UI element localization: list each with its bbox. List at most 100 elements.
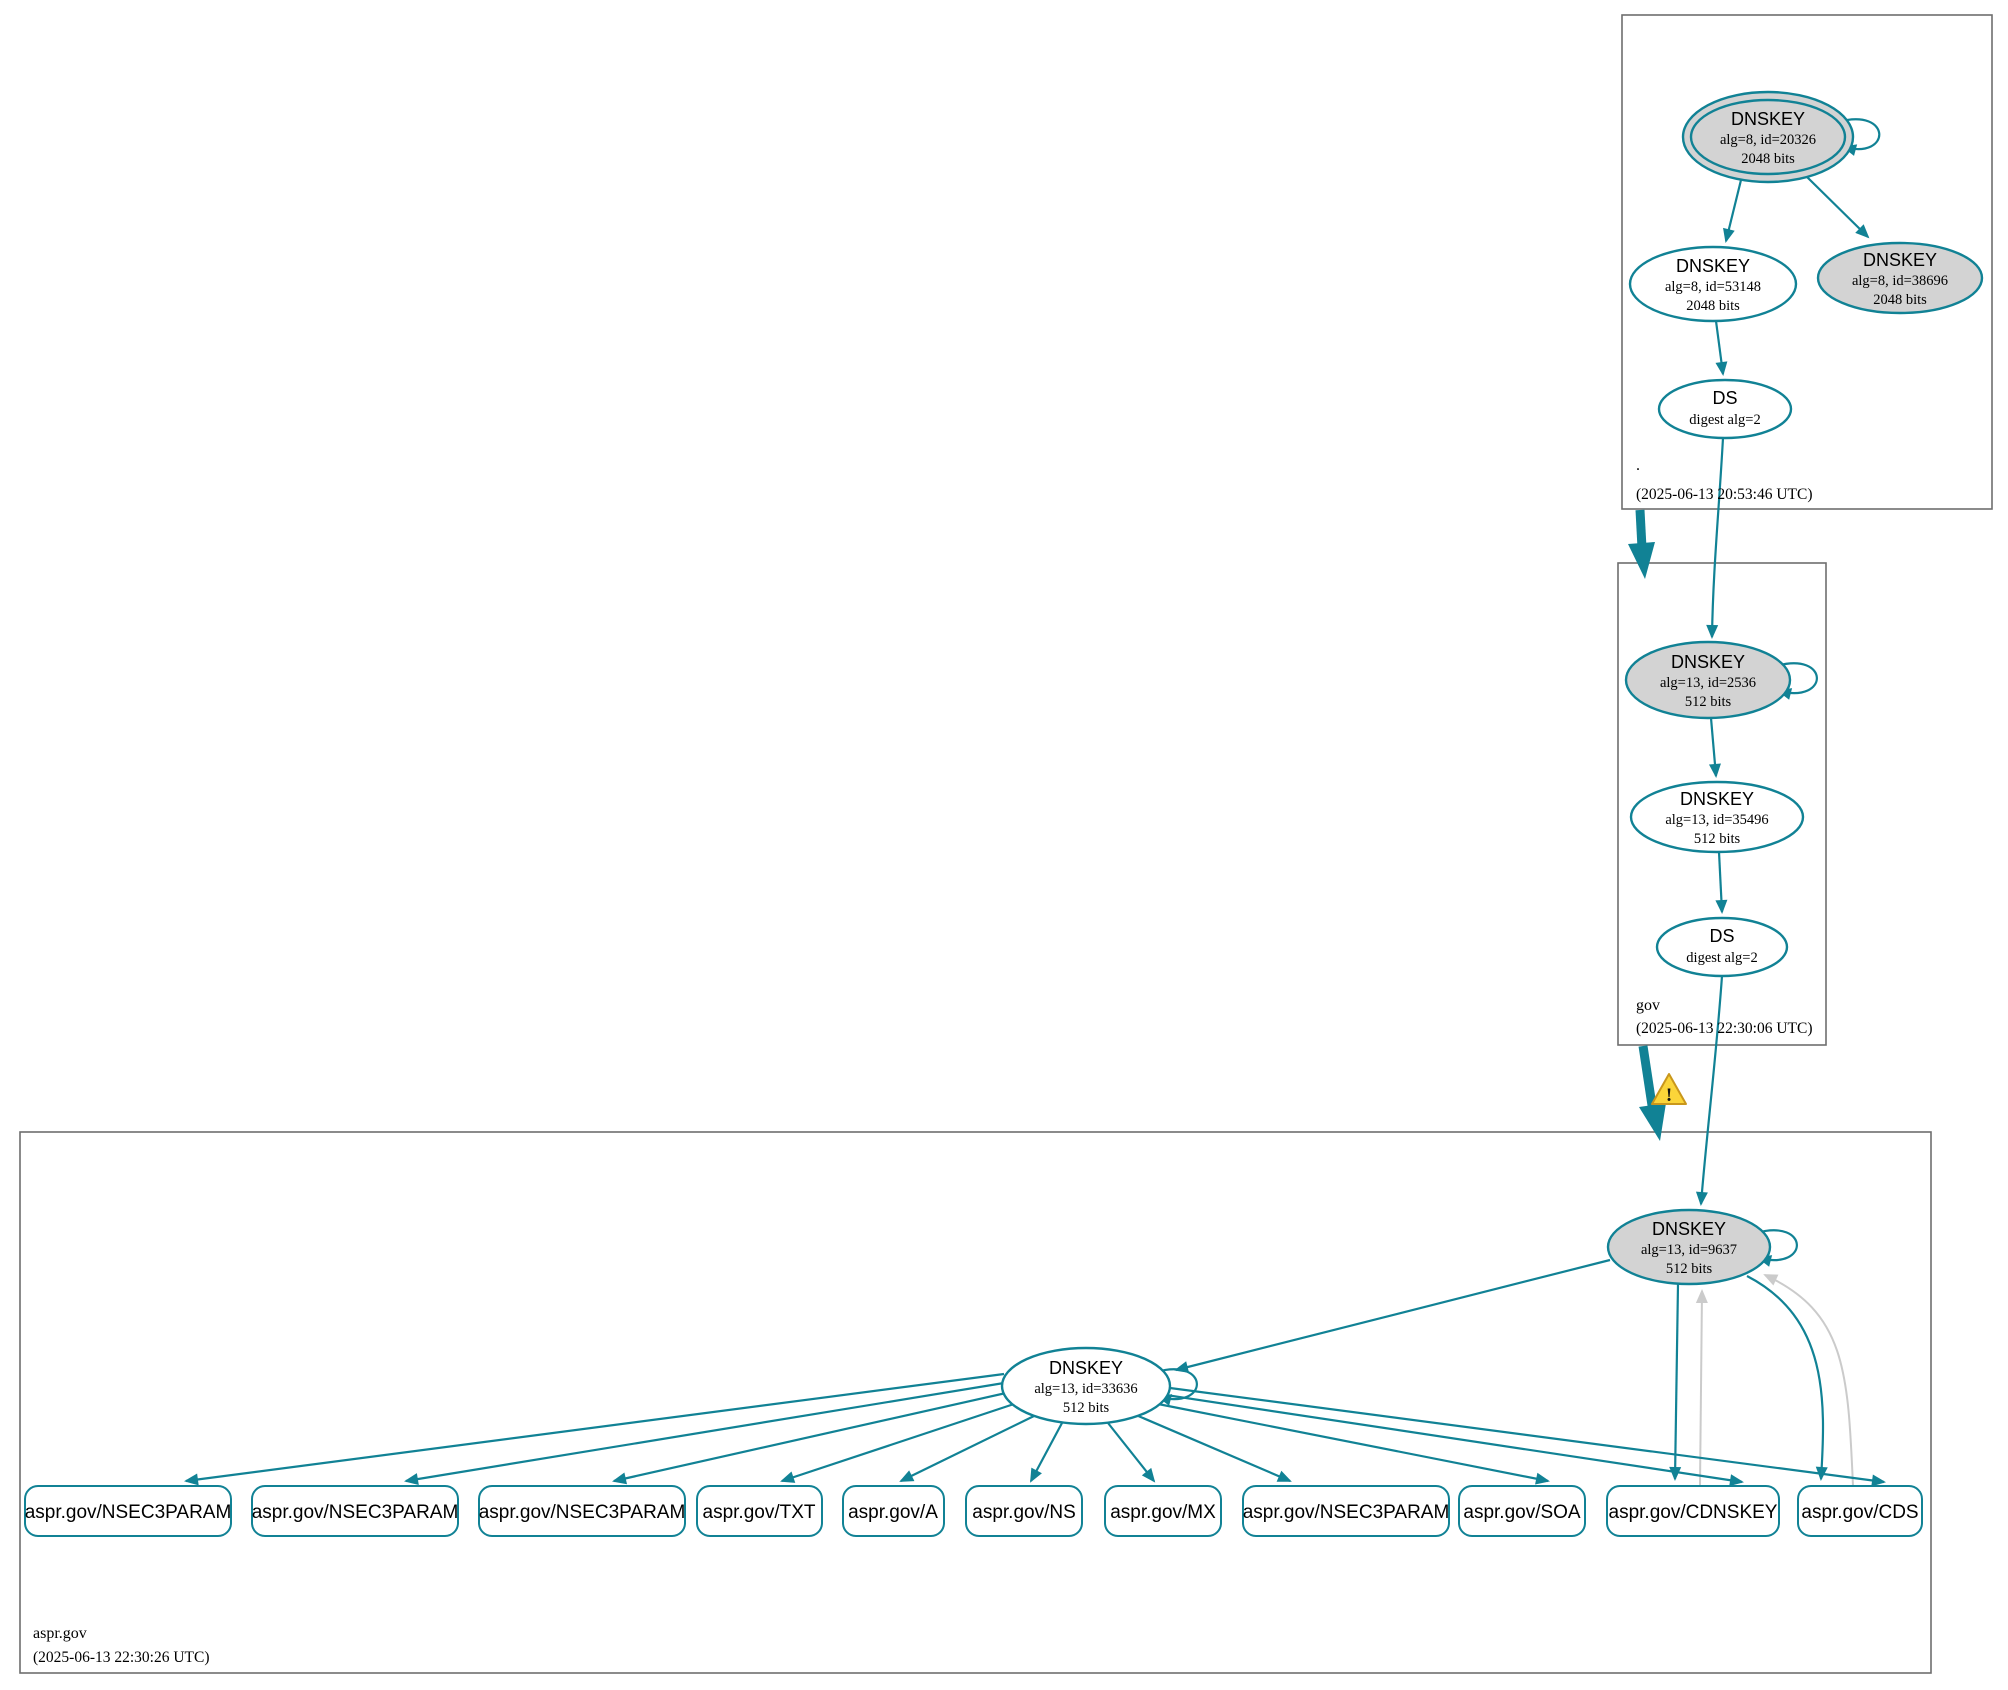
warning-mark: ! bbox=[1666, 1085, 1672, 1106]
record-txt[interactable]: aspr.gov/TXT bbox=[696, 1485, 823, 1537]
record-label: aspr.gov/NSEC3PARAM bbox=[479, 1502, 686, 1523]
record-label: aspr.gov/SOA bbox=[1463, 1502, 1581, 1523]
edge-cdnskey-to-ksk-gray bbox=[1695, 1289, 1708, 1487]
record-nsec3param-1[interactable]: aspr.gov/NSEC3PARAM bbox=[24, 1485, 232, 1537]
record-label: aspr.gov/CDS bbox=[1801, 1502, 1918, 1523]
edge-zsk-to-ns bbox=[1030, 1422, 1063, 1483]
node-gov-ds[interactable]: DS digest alg=2 bbox=[1655, 916, 1789, 978]
node-root-zsk-attrs: alg=8, id=53148 bbox=[1665, 279, 1761, 295]
warning-icon bbox=[1651, 1073, 1687, 1105]
node-root-zsk-title: DNSKEY bbox=[1676, 256, 1750, 276]
node-gov-ksk-attrs: alg=13, id=2536 bbox=[1660, 675, 1756, 691]
record-label: aspr.gov/CDNSKEY bbox=[1609, 1502, 1778, 1523]
record-label: aspr.gov/MX bbox=[1110, 1502, 1216, 1523]
node-aspr-ksk-bits: 512 bits bbox=[1666, 1261, 1713, 1277]
record-mx[interactable]: aspr.gov/MX bbox=[1104, 1485, 1222, 1537]
node-aspr-zsk-title: DNSKEY bbox=[1049, 1358, 1123, 1378]
node-aspr-zsk-attrs: alg=13, id=33636 bbox=[1034, 1381, 1137, 1397]
node-root-ksk-attrs: alg=8, id=20326 bbox=[1720, 132, 1816, 148]
record-cdnskey[interactable]: aspr.gov/CDNSKEY bbox=[1606, 1485, 1780, 1537]
record-label: aspr.gov/NS bbox=[972, 1502, 1076, 1523]
edge-zsk-to-mx bbox=[1107, 1422, 1156, 1483]
edge-aspr-ksk-selfsign bbox=[1755, 1229, 1798, 1267]
record-ns[interactable]: aspr.gov/NS bbox=[965, 1485, 1083, 1537]
zone-timestamp-gov: (2025-06-13 22:30:06 UTC) bbox=[1636, 1020, 1813, 1037]
zone-box-aspr-gov bbox=[19, 1131, 1932, 1674]
record-soa[interactable]: aspr.gov/SOA bbox=[1458, 1485, 1586, 1537]
edge-zsk-to-nsec3param-3 bbox=[612, 1391, 1007, 1485]
record-cds[interactable]: aspr.gov/CDS bbox=[1797, 1485, 1923, 1537]
node-root-key2-bits: 2048 bits bbox=[1873, 292, 1927, 308]
edge-root-ksk-to-key2 bbox=[1805, 175, 1870, 239]
node-gov-ksk-bits: 512 bits bbox=[1685, 694, 1732, 710]
edge-delegation-gov-aspr-head bbox=[1639, 1103, 1666, 1141]
node-root-ds-attrs: digest alg=2 bbox=[1689, 412, 1760, 428]
edge-aspr-ksk-to-zsk bbox=[1174, 1258, 1611, 1373]
zone-label-gov: gov bbox=[1636, 997, 1660, 1014]
node-gov-zsk-title: DNSKEY bbox=[1680, 789, 1754, 809]
node-gov-zsk[interactable]: DNSKEY alg=13, id=35496 512 bits bbox=[1629, 780, 1805, 854]
node-gov-ksk-title: DNSKEY bbox=[1671, 652, 1745, 672]
edge-root-ksk-to-zsk bbox=[1723, 179, 1743, 243]
record-label: aspr.gov/A bbox=[848, 1502, 938, 1523]
edge-delegation-root-gov-head bbox=[1628, 542, 1655, 579]
edge-zsk-to-soa bbox=[1157, 1402, 1550, 1485]
edge-root-ds-to-gov-ksk bbox=[1706, 437, 1725, 639]
node-gov-ds-title: DS bbox=[1709, 926, 1734, 946]
record-label: aspr.gov/TXT bbox=[703, 1502, 816, 1523]
node-root-ksk-bits: 2048 bits bbox=[1741, 151, 1795, 167]
zone-timestamp-aspr-gov: (2025-06-13 22:30:26 UTC) bbox=[33, 1649, 210, 1666]
node-root-ds-title: DS bbox=[1712, 388, 1737, 408]
node-root-key2[interactable]: DNSKEY alg=8, id=38696 2048 bits bbox=[1816, 241, 1984, 315]
node-gov-ds-attrs: digest alg=2 bbox=[1686, 950, 1757, 966]
edge-aspr-zsk-selfsign bbox=[1155, 1368, 1198, 1406]
record-label: aspr.gov/NSEC3PARAM bbox=[25, 1502, 232, 1523]
node-gov-ksk[interactable]: DNSKEY alg=13, id=2536 512 bits bbox=[1624, 640, 1792, 720]
edge-aspr-ksk-to-cds bbox=[1746, 1275, 1828, 1481]
node-gov-zsk-attrs: alg=13, id=35496 bbox=[1665, 812, 1768, 828]
edge-zsk-to-nsec3param-4 bbox=[1135, 1413, 1292, 1483]
edge-aspr-ksk-to-cdnskey bbox=[1669, 1283, 1682, 1481]
node-aspr-ksk[interactable]: DNSKEY alg=13, id=9637 512 bits bbox=[1606, 1208, 1772, 1286]
node-root-key2-title: DNSKEY bbox=[1863, 250, 1937, 270]
edge-gov-ksk-selfsign bbox=[1775, 662, 1818, 700]
edge-delegation-root-gov bbox=[1635, 509, 1647, 549]
node-root-ksk-title: DNSKEY bbox=[1731, 109, 1805, 129]
zone-box-root bbox=[1621, 14, 1993, 510]
edge-zsk-to-nsec3param-2 bbox=[404, 1381, 1005, 1485]
edge-zsk-to-nsec3param-1 bbox=[184, 1372, 1005, 1486]
node-aspr-zsk-bits: 512 bits bbox=[1063, 1400, 1110, 1416]
record-nsec3param-3[interactable]: aspr.gov/NSEC3PARAM bbox=[478, 1485, 686, 1537]
edge-cds-to-ksk-gray bbox=[1763, 1274, 1854, 1487]
zone-box-gov bbox=[1617, 562, 1827, 1046]
edge-gov-zsk-to-ds bbox=[1715, 851, 1728, 914]
zone-timestamp-root: (2025-06-13 20:53:46 UTC) bbox=[1636, 486, 1813, 503]
record-nsec3param-4[interactable]: aspr.gov/NSEC3PARAM bbox=[1242, 1485, 1450, 1537]
node-root-ksk[interactable]: DNSKEY alg=8, id=20326 2048 bits bbox=[1681, 90, 1855, 184]
zone-label-aspr-gov: aspr.gov bbox=[33, 1625, 87, 1642]
edge-root-ksk-selfsign bbox=[1837, 118, 1881, 156]
edge-delegation-gov-aspr bbox=[1638, 1045, 1658, 1113]
record-a[interactable]: aspr.gov/A bbox=[842, 1485, 945, 1537]
node-root-key2-attrs: alg=8, id=38696 bbox=[1852, 273, 1948, 289]
node-aspr-ksk-title: DNSKEY bbox=[1652, 1219, 1726, 1239]
zone-label-root: . bbox=[1636, 457, 1640, 474]
edge-zsk-to-txt bbox=[780, 1402, 1015, 1483]
node-aspr-ksk-attrs: alg=13, id=9637 bbox=[1641, 1242, 1737, 1258]
node-gov-zsk-bits: 512 bits bbox=[1694, 831, 1741, 847]
record-label: aspr.gov/NSEC3PARAM bbox=[252, 1502, 459, 1523]
edge-zsk-to-cdnskey bbox=[1165, 1393, 1744, 1487]
record-nsec3param-2[interactable]: aspr.gov/NSEC3PARAM bbox=[251, 1485, 459, 1537]
node-root-zsk[interactable]: DNSKEY alg=8, id=53148 2048 bits bbox=[1628, 245, 1798, 323]
edge-gov-ds-to-aspr-ksk bbox=[1695, 975, 1724, 1206]
edge-root-zsk-to-ds bbox=[1714, 320, 1728, 376]
node-root-ds[interactable]: DS digest alg=2 bbox=[1657, 378, 1793, 440]
node-root-zsk-bits: 2048 bits bbox=[1686, 298, 1740, 314]
edge-zsk-to-a bbox=[899, 1415, 1035, 1482]
node-aspr-zsk[interactable]: DNSKEY alg=13, id=33636 512 bits bbox=[1000, 1346, 1172, 1426]
record-label: aspr.gov/NSEC3PARAM bbox=[1243, 1502, 1450, 1523]
edge-zsk-to-cds bbox=[1169, 1386, 1886, 1487]
edge-gov-ksk-to-zsk bbox=[1708, 717, 1721, 778]
